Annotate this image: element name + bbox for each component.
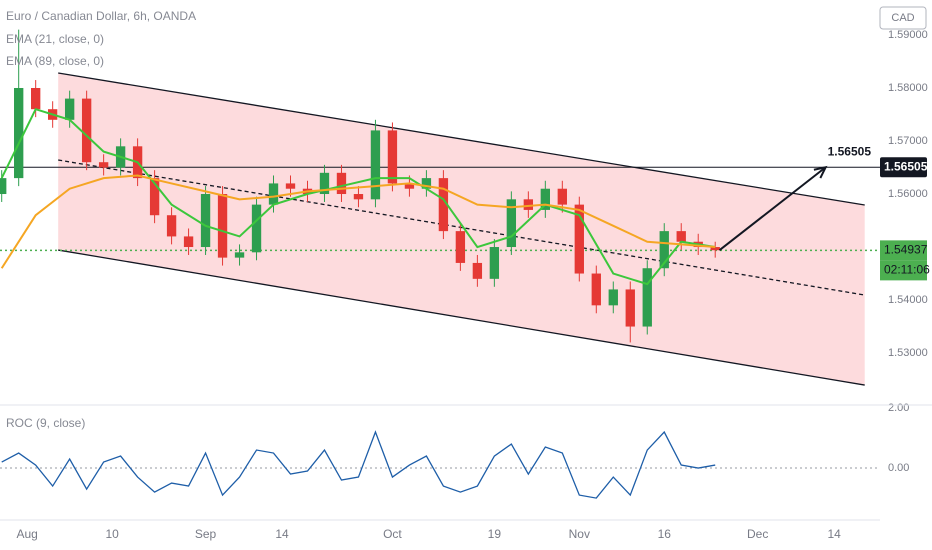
candle-body xyxy=(438,178,449,232)
arrow xyxy=(718,166,827,251)
arrow-label: 1.56505 xyxy=(828,144,872,158)
x-tick-label: Sep xyxy=(195,527,217,541)
candle-body xyxy=(200,194,211,248)
candle-body xyxy=(642,268,652,327)
candle-body xyxy=(81,98,92,163)
x-tick-label: Oct xyxy=(383,527,402,541)
y-tick-label: 1.59000 xyxy=(888,29,928,41)
candle-body xyxy=(659,231,669,269)
candle-body xyxy=(387,130,398,184)
candle-body xyxy=(540,188,550,210)
arrow-head xyxy=(813,165,828,179)
candle-body xyxy=(625,289,635,327)
candle-body xyxy=(336,172,347,195)
candle-body xyxy=(608,289,618,306)
candle-body xyxy=(455,231,466,263)
candle-body xyxy=(710,247,720,251)
channel-middle xyxy=(58,159,865,296)
roc-line xyxy=(1,430,716,499)
candle-body xyxy=(234,252,245,258)
ema-line xyxy=(0,107,716,286)
last-price-box xyxy=(880,240,927,261)
candle-body xyxy=(370,130,381,200)
y-tick-label: 2.00 xyxy=(888,402,909,414)
currency-box xyxy=(879,6,927,30)
channel-lower xyxy=(58,249,865,386)
y-tick-label: 1.53000 xyxy=(888,347,928,359)
candle-body xyxy=(489,247,500,279)
countdown-box xyxy=(880,260,927,281)
candle-body xyxy=(557,188,567,205)
x-tick-label: 14 xyxy=(275,527,289,541)
x-tick-label: 16 xyxy=(658,527,672,541)
legend-entry: EMA (89, close, 0) xyxy=(6,54,104,68)
candle-body xyxy=(353,194,364,200)
candle-body xyxy=(523,199,534,210)
channel-upper xyxy=(58,72,865,206)
y-tick-label: 1.54000 xyxy=(888,294,928,306)
x-tick-label: Dec xyxy=(747,527,768,541)
plot: 1.59000 1.58000 1.57000 1.56000 1.54000 1.530… xyxy=(0,6,932,541)
candle-body xyxy=(421,178,432,189)
candle-body xyxy=(676,231,686,242)
currency: CAD xyxy=(891,12,914,24)
x-tick-label: Aug xyxy=(17,527,38,541)
candle-body xyxy=(183,236,194,248)
level-label: 1.56505 xyxy=(884,159,928,173)
ema-line xyxy=(0,174,716,269)
candle-body xyxy=(268,183,279,205)
x-tick-label: 10 xyxy=(105,527,119,541)
legend-entry: EMA (21, close, 0) xyxy=(6,32,104,46)
candle-body xyxy=(14,87,24,179)
x-tick-label: Nov xyxy=(569,527,590,541)
candle-body xyxy=(404,183,415,189)
candle-body xyxy=(217,194,228,258)
candle-body xyxy=(319,172,330,195)
chart-title: Euro / Canadian Dollar, 6h, OANDA xyxy=(6,9,196,23)
level-box xyxy=(880,157,927,178)
candle-body xyxy=(506,199,517,248)
candle-body xyxy=(591,273,601,306)
candle-body xyxy=(64,98,75,120)
indicator-title: ROC (9, close) xyxy=(6,416,85,430)
candle-body xyxy=(98,162,109,168)
x-tick-label: 19 xyxy=(488,527,502,541)
candle-body xyxy=(149,178,160,216)
y-tick-label: 1.57000 xyxy=(888,135,928,147)
candle-body xyxy=(31,87,41,110)
candle-body xyxy=(285,183,296,189)
last-price-label: 1.54937 xyxy=(884,243,928,257)
x-tick-label: 14 xyxy=(827,527,841,541)
countdown: 02:11:06 xyxy=(884,263,930,277)
candle-body xyxy=(574,204,584,274)
y-tick-label: 1.56000 xyxy=(888,188,928,200)
candle-body xyxy=(0,178,7,195)
candle-body xyxy=(166,215,177,237)
candle-body xyxy=(472,262,483,279)
y-tick-label: 0.00 xyxy=(888,462,909,474)
candle-body xyxy=(251,204,262,253)
channel-fill xyxy=(58,72,865,386)
y-tick-label: 1.58000 xyxy=(888,82,928,94)
